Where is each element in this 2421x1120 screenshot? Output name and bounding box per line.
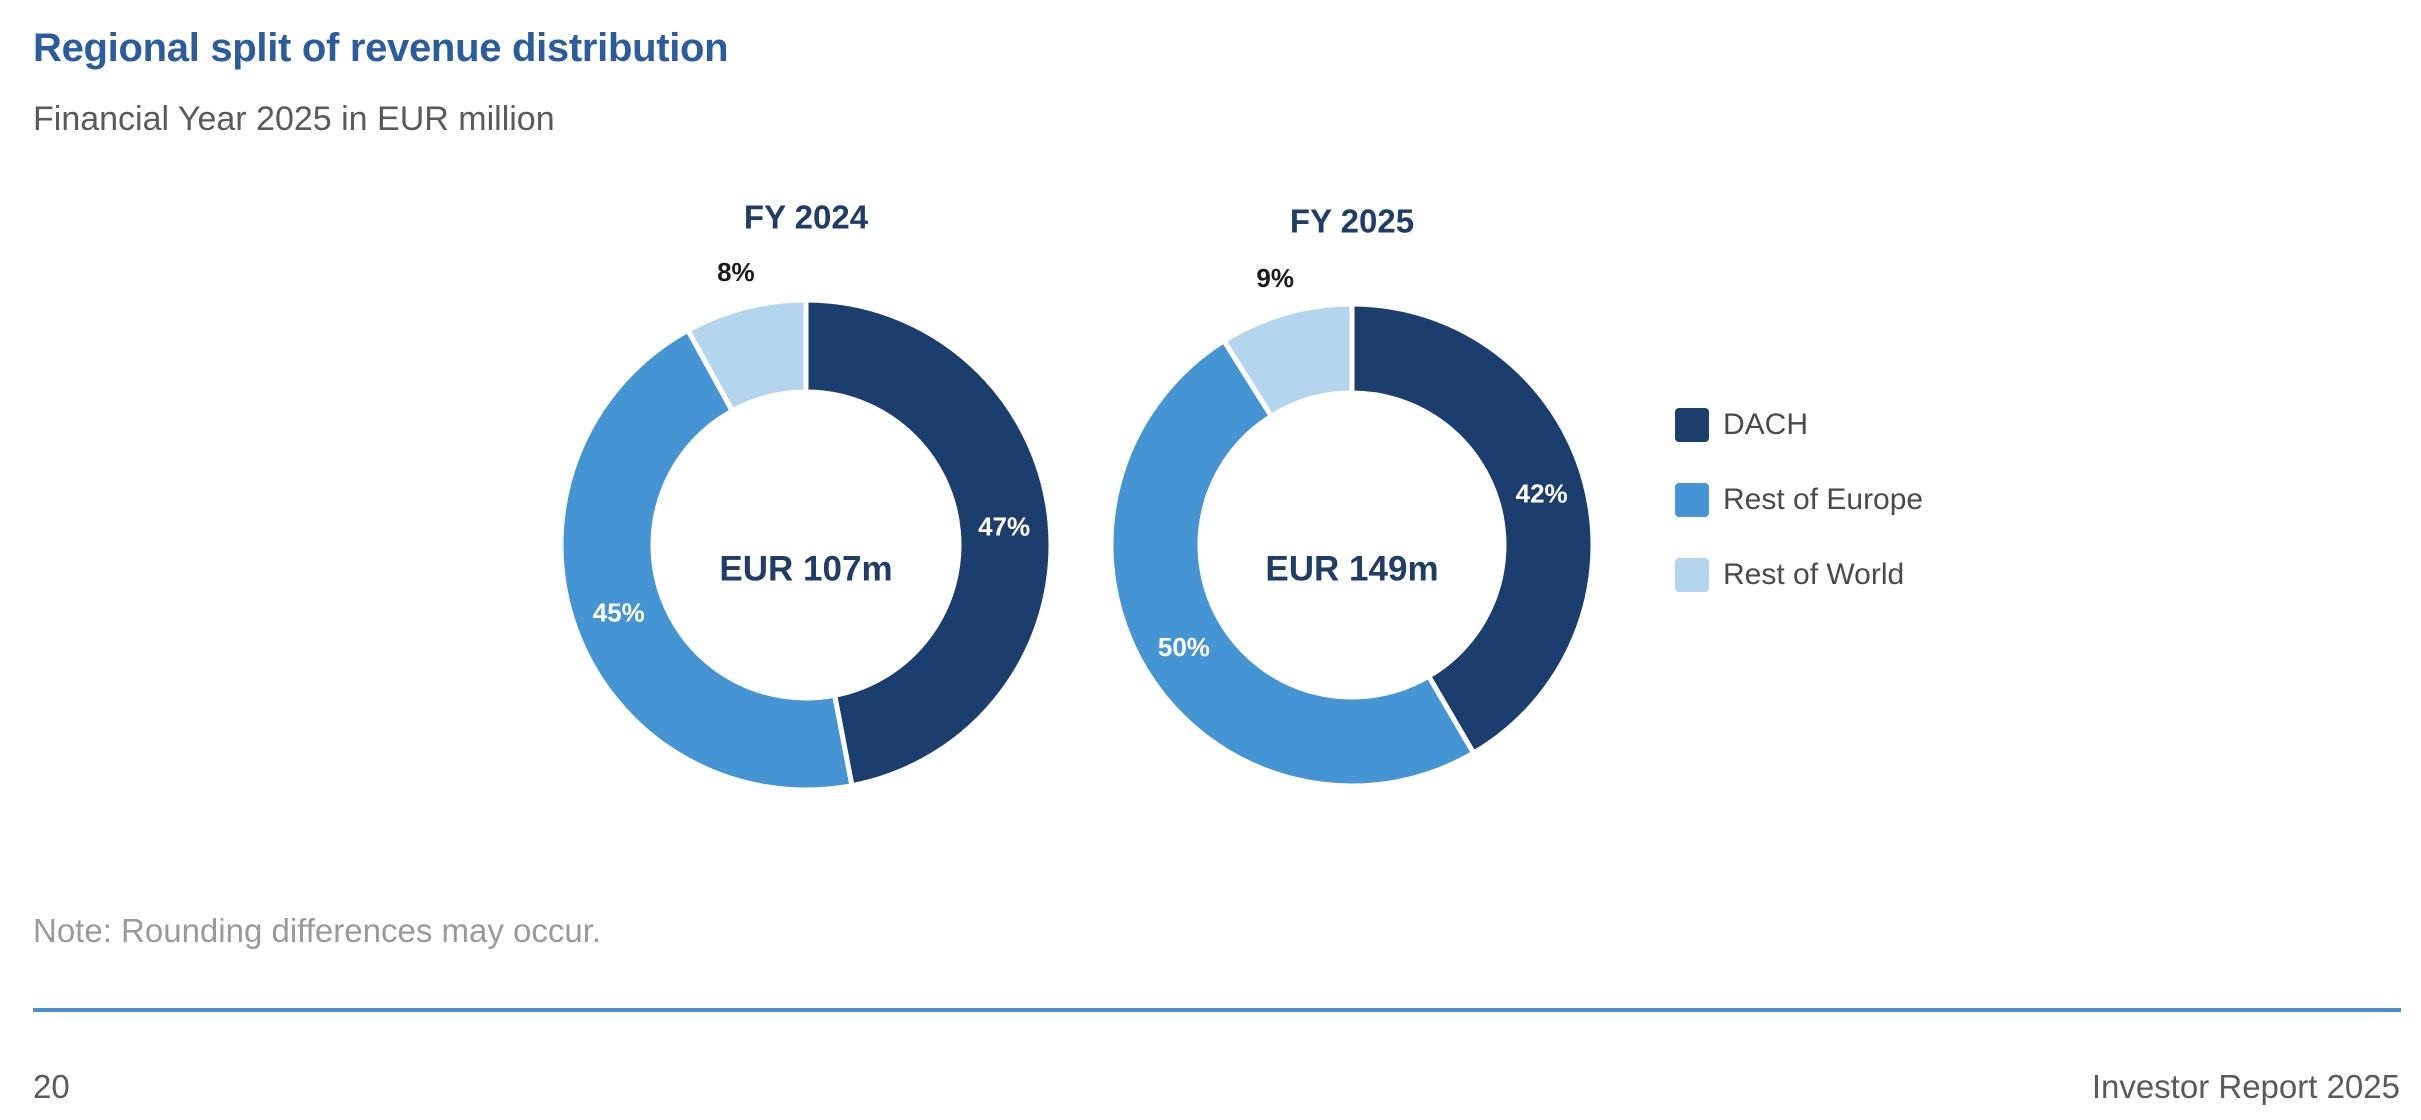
legend-item-rest-of-world: Rest of World [1675, 558, 1923, 592]
slice-rest-of-world [1220, 301, 1355, 420]
chart-legend: DACH Rest of Europe Rest of World [1675, 408, 1923, 633]
legend-item-rest-of-europe: Rest of Europe [1675, 483, 1923, 517]
legend-label-rest-of-world: Rest of World [1723, 558, 1905, 591]
slice-rest-of-europe [1108, 337, 1478, 789]
data-label-rest-of-world: 8% [717, 257, 755, 287]
slice-rest-of-europe [558, 326, 855, 793]
footer-divider [33, 1008, 2401, 1012]
data-label-rest-of-europe: 45% [593, 597, 645, 627]
report-name: Investor Report 2025 [2091, 1068, 2400, 1105]
slice-dach [1349, 301, 1596, 757]
legend-swatch-dach [1675, 408, 1709, 442]
data-label-dach: 42% [1516, 479, 1568, 509]
donut-chart-fy-2025: 42% 50% 9% FY 2025 EUR 149m [1108, 203, 1596, 789]
data-label-rest-of-world: 9% [1256, 263, 1294, 293]
page-subtitle: Financial Year 2025 in EUR million [33, 100, 555, 138]
slice-rest-of-world [684, 297, 809, 415]
chart-title: FY 2024 [744, 199, 869, 236]
center-total-label: EUR 107m [719, 550, 892, 589]
legend-swatch-rest-of-world [1675, 558, 1709, 592]
chart-title: FY 2025 [1290, 203, 1414, 240]
page-number: 20 [33, 1068, 70, 1105]
slice-dach [803, 297, 1054, 789]
legend-item-dach: DACH [1675, 408, 1923, 442]
donut-chart-fy-2024: 47% 45% 8% FY 2024 EUR 107m [558, 199, 1054, 793]
page-title: Regional split of revenue distribution [33, 26, 729, 70]
legend-label-rest-of-europe: Rest of Europe [1723, 483, 1924, 516]
legend-label-dach: DACH [1723, 408, 1809, 441]
legend-swatch-rest-of-europe [1675, 483, 1709, 517]
footnote: Note: Rounding differences may occur. [33, 912, 602, 949]
data-label-rest-of-europe: 50% [1158, 632, 1210, 662]
center-total-label: EUR 149m [1265, 550, 1438, 589]
data-label-dach: 47% [978, 511, 1030, 541]
